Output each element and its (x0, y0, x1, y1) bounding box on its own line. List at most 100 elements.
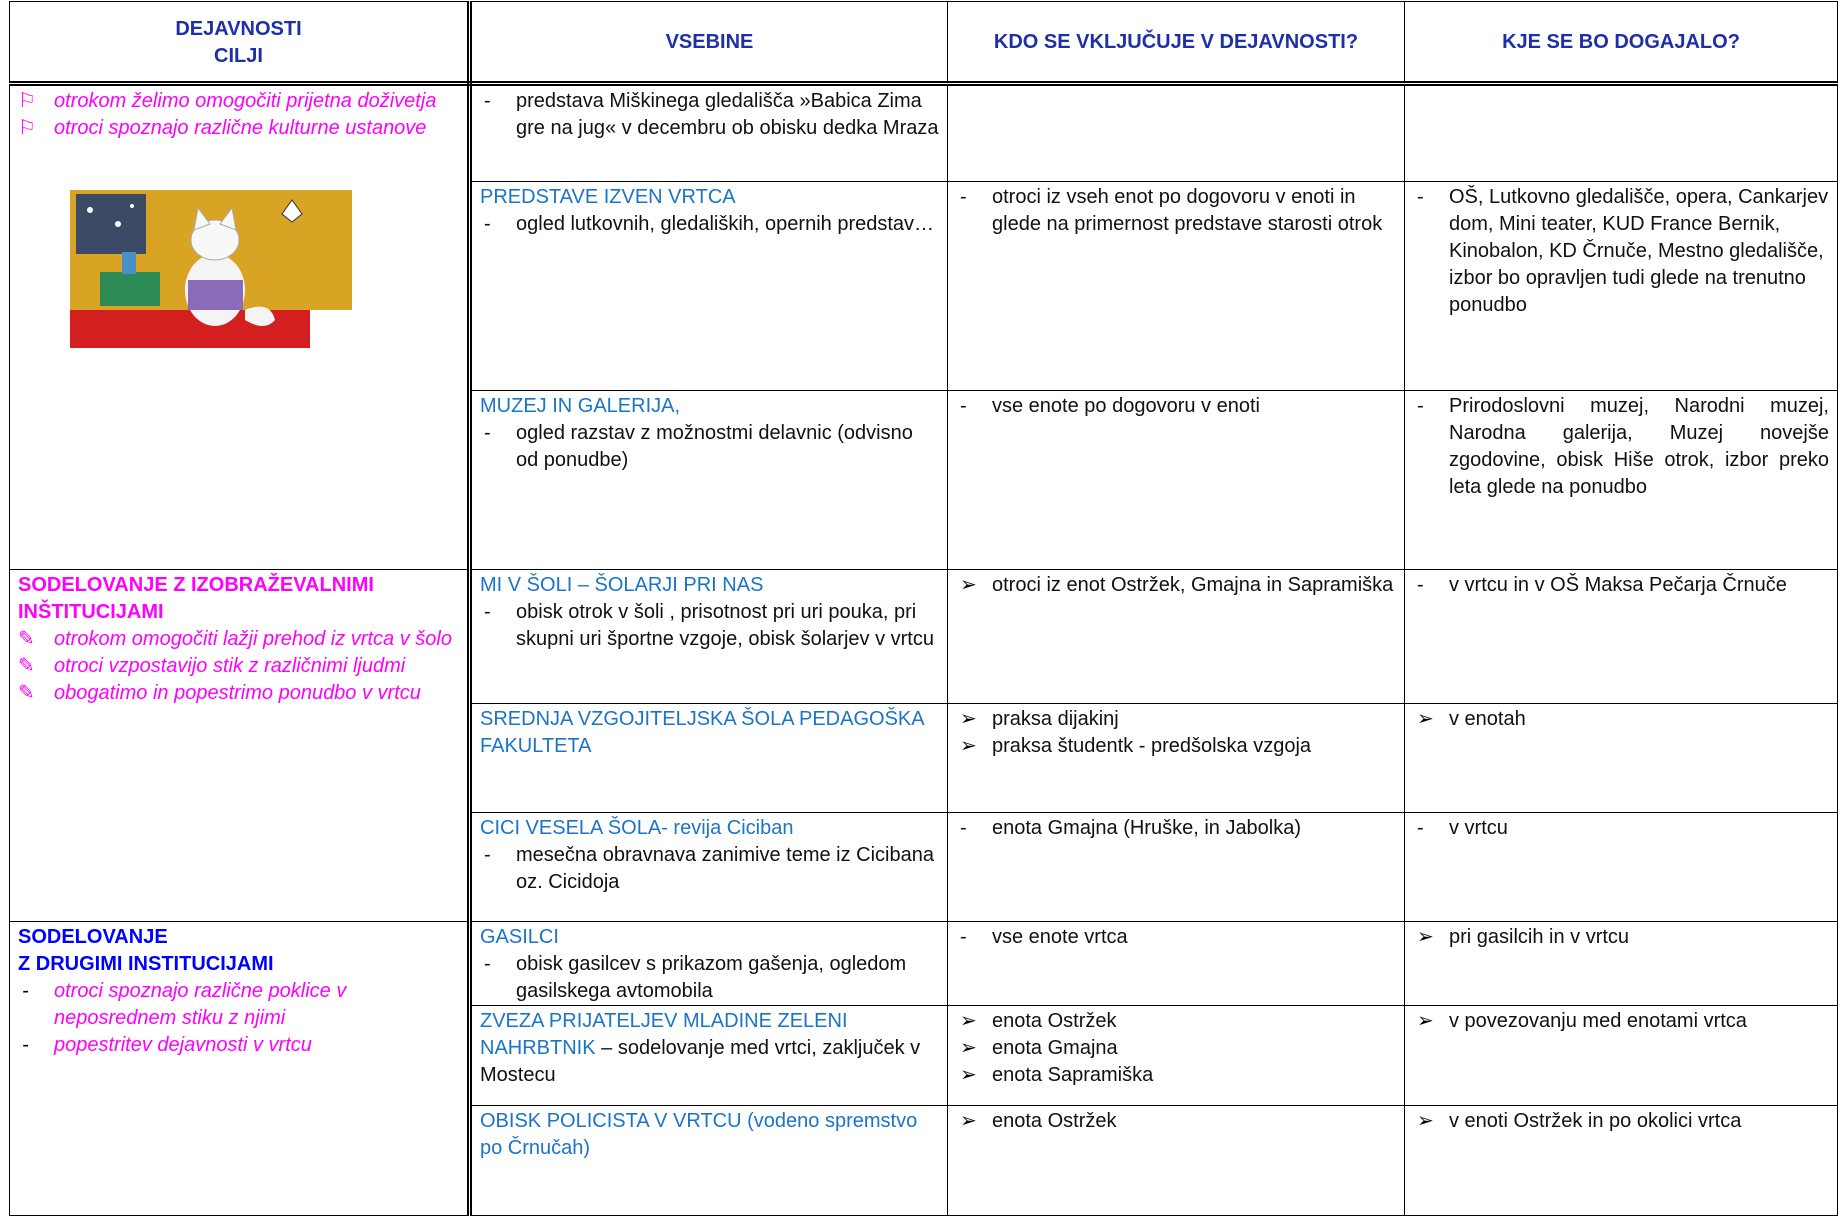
bullet-list: ogled lutkovnih, gledaliških, opernih pr… (480, 211, 939, 238)
who-cell (947, 83, 1405, 182)
list-item: predstava Miškinega gledališča »Babica Z… (480, 88, 939, 142)
window (76, 194, 146, 254)
where-cell: OŠ, Lutkovno gledališče, opera, Cankarje… (1404, 181, 1838, 391)
apron (188, 280, 243, 310)
table-row: CICI VESELA ŠOLA- revija Ciciban mesečna … (10, 812, 1838, 922)
where-cell: pri gasilcih in v vrtcu (1404, 921, 1838, 1006)
bullet-list: v povezovanju med enotami vrtca (1413, 1008, 1829, 1035)
header-cell: KJE SE BO DOGAJALO? (1404, 1, 1838, 86)
content-cell: MI V ŠOLI – ŠOLARJI PRI NAS obisk otrok v… (469, 569, 948, 704)
list-item: v povezovanju med enotami vrtca (1413, 1008, 1829, 1035)
who-cell: praksa dijakinjpraksa študentk - predšol… (947, 703, 1405, 813)
who-cell: otroci iz vseh enot po dogovoru v enoti … (947, 181, 1405, 391)
bullet-list: ogled razstav z možnostmi delavnic (odvi… (480, 420, 939, 474)
table-row: MUZEJ IN GALERIJA, ogled razstav z možnos… (10, 390, 1838, 570)
header-text: CILJI (214, 44, 263, 67)
bullet-list: mesečna obravnava zanimive teme iz Cicib… (480, 842, 939, 896)
where-cell: v povezovanju med enotami vrtca (1404, 1005, 1838, 1106)
bullet-list: otroci iz enot Ostržek, Gmajna in Sapram… (956, 572, 1396, 599)
content-title-text: PREDSTAVE IZVEN VRTCA (480, 186, 736, 208)
bullet-list: otrokom omogočiti lažji prehod iz vrtca … (18, 626, 459, 707)
content-title: MI V ŠOLI – ŠOLARJI PRI NAS (480, 572, 939, 599)
list-item: otroci iz enot Ostržek, Gmajna in Sapram… (956, 572, 1396, 599)
content-title: GASILCI (480, 924, 939, 951)
list-item: otroci iz vseh enot po dogovoru v enoti … (956, 184, 1396, 238)
content-cell: GASILCI obisk gasilcev s prikazom gašenja… (469, 921, 948, 1006)
content-cell: MUZEJ IN GALERIJA, ogled razstav z možnos… (469, 390, 948, 570)
content-title: ZVEZA PRIJATELJEV MLADINE ZELENI NAHRBTN… (480, 1008, 939, 1089)
content-title: MUZEJ IN GALERIJA, (480, 393, 939, 420)
content-cell: OBISK POLICISTA V VRTCU (vodeno spremstv… (469, 1105, 948, 1216)
list-item: vse enote po dogovoru v enoti (956, 393, 1396, 420)
list-item: otroci spoznajo različne kulturne ustano… (18, 115, 459, 142)
where-cell: Prirodoslovni muzej, Narodni muzej, Naro… (1404, 390, 1838, 570)
bullet-list: praksa dijakinjpraksa študentk - predšol… (956, 706, 1396, 760)
header-text: DEJAVNOSTI (175, 17, 302, 40)
cat-head (190, 219, 240, 261)
list-item: Prirodoslovni muzej, Narodni muzej, Naro… (1413, 393, 1829, 501)
cat-tail (245, 306, 275, 326)
content-title: SREDNJA VZGOJITELJSKA ŠOLA PEDAGOŠKA FAK… (480, 706, 939, 760)
bullet-list: enota Ostržek (956, 1108, 1396, 1135)
list-item: pri gasilcih in v vrtcu (1413, 924, 1829, 951)
list-item: enota Ostržek (956, 1008, 1396, 1035)
bullet-list: Prirodoslovni muzej, Narodni muzej, Naro… (1413, 393, 1829, 501)
list-item: ogled lutkovnih, gledaliških, opernih pr… (480, 211, 939, 238)
list-item: praksa dijakinj (956, 706, 1396, 733)
content-title: OBISK POLICISTA V VRTCU (vodeno spremstv… (480, 1108, 939, 1162)
list-item: v enotah (1413, 706, 1829, 733)
content-cell: predstava Miškinega gledališča »Babica Z… (469, 83, 948, 182)
table-row: SODELOVANJE Z DRUGIMI INSTITUCIJAMI otroci… (9, 921, 1838, 1216)
where-cell: v vrtcu (1404, 812, 1838, 922)
bullet-list: predstava Miškinega gledališča »Babica Z… (480, 88, 939, 142)
where-cell: v enotah (1404, 703, 1838, 813)
list-item: vse enote vrtca (956, 924, 1396, 951)
who-cell: enota Ostržekenota Gmajnaenota Sapramišk… (947, 1005, 1405, 1106)
bullet-list: v enotah (1413, 706, 1829, 733)
content-cell: SREDNJA VZGOJITELJSKA ŠOLA PEDAGOŠKA FAK… (469, 703, 948, 813)
who-cell: otroci iz enot Ostržek, Gmajna in Sapram… (947, 569, 1405, 704)
header-row: DEJAVNOSTI CILJI VSEBINE KDO SE VKLJUČUJE V… (9, 1, 1838, 86)
list-item: otrokom omogočiti lažji prehod iz vrtca … (18, 626, 459, 653)
bullet-list: enota Ostržekenota Gmajnaenota Sapramišk… (956, 1008, 1396, 1089)
bullet-list: obisk otrok v šoli , prisotnost pri uri … (480, 599, 939, 653)
where-cell: v enoti Ostržek in po okolici vrtca (1404, 1105, 1838, 1216)
goals-cell: SODELOVANJE Z DRUGIMI INSTITUCIJAMI otroci… (9, 921, 472, 1216)
list-item: enota Ostržek (956, 1108, 1396, 1135)
content-cell: CICI VESELA ŠOLA- revija Ciciban mesečna … (469, 812, 948, 922)
bullet-list: obisk gasilcev s prikazom gašenja, ogled… (480, 951, 939, 1005)
goals-cell: otrokom želimo omogočiti prijetna dožive… (9, 83, 472, 570)
list-item: mesečna obravnava zanimive teme iz Cicib… (480, 842, 939, 896)
who-cell: enota Ostržek (947, 1105, 1405, 1216)
content-title-text: ZVEZA PRIJATELJEV MLADINE ZELENI NAHRBTN… (480, 1010, 848, 1059)
vase (122, 252, 136, 274)
list-item: popestritev dejavnosti v vrtcu (18, 1032, 459, 1059)
content-title-rest: – sodelovanje med vrtci, zaključek v Mos… (480, 1037, 921, 1086)
bullet-list: otroci spoznajo različne poklice v nepos… (18, 978, 459, 1059)
list-item: enota Gmajna (956, 1035, 1396, 1062)
goals-cell: SODELOVANJE Z IZOBRAŽEVALNIMI INŠTITUCIJ… (9, 569, 472, 922)
floor (70, 310, 310, 348)
list-item: obisk otrok v šoli , prisotnost pri uri … (480, 599, 939, 653)
header-cell: VSEBINE (469, 1, 948, 86)
margin (310, 310, 352, 348)
table-row: SREDNJA VZGOJITELJSKA ŠOLA PEDAGOŠKA FAK… (10, 703, 1838, 813)
content-title: CICI VESELA ŠOLA- revija Ciciban (480, 815, 939, 842)
content-title-text: SREDNJA VZGOJITELJSKA ŠOLA PEDAGOŠKA FAK… (480, 708, 924, 757)
content-cell: ZVEZA PRIJATELJEV MLADINE ZELENI NAHRBTN… (469, 1005, 948, 1106)
table-row: OBISK POLICISTA V VRTCU (vodeno spremstv… (10, 1105, 1838, 1216)
who-cell: vse enote vrtca (947, 921, 1405, 1006)
where-cell: v vrtcu in v OŠ Maksa Pečarja Črnuče (1404, 569, 1838, 704)
lamp (281, 199, 303, 223)
table-row: otrokom želimo omogočiti prijetna dožive… (9, 83, 1838, 570)
who-cell: vse enote po dogovoru v enoti (947, 390, 1405, 570)
who-cell: enota Gmajna (Hruške, in Jabolka) (947, 812, 1405, 922)
bullet-list: v vrtcu (1413, 815, 1829, 842)
bullet-list: enota Gmajna (Hruške, in Jabolka) (956, 815, 1396, 842)
header-cell: KDO SE VKLJUČUJE V DEJAVNOSTI? (947, 1, 1405, 86)
list-item: otroci vzpostavijo stik z različnimi lju… (18, 653, 459, 680)
snow (130, 204, 134, 208)
list-item: v vrtcu (1413, 815, 1829, 842)
list-item: enota Sapramiška (956, 1062, 1396, 1089)
